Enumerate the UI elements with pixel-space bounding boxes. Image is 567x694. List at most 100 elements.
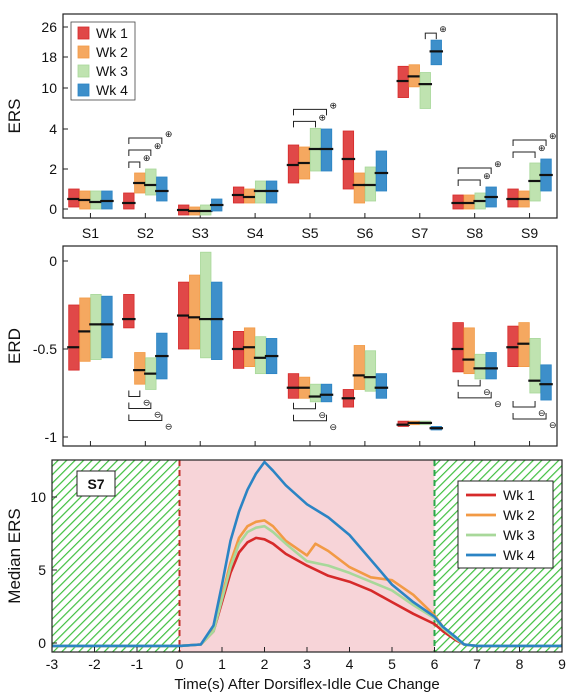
significance-marker: ⊖ — [319, 410, 327, 420]
plot-frame — [62, 245, 558, 447]
box-wk3-s1 — [90, 190, 102, 210]
significance-bracket — [128, 161, 141, 168]
significance-marker: ⊖ — [494, 399, 502, 409]
significance-bracket — [293, 402, 316, 410]
box-wk1-s8 — [452, 322, 464, 373]
significance-bracket — [512, 413, 547, 420]
legend-label: Wk 3 — [96, 63, 128, 79]
x-tick-label: 7 — [473, 656, 481, 672]
panel-label-box — [76, 470, 116, 497]
significance-marker: ⊕ — [483, 171, 491, 181]
x-tick-label: S2 — [137, 225, 154, 241]
legend-label: Wk 2 — [503, 507, 535, 523]
y-tick-label: 4 — [49, 121, 57, 137]
legend-label: Wk 3 — [503, 527, 535, 543]
y-axis-label: ERS — [5, 99, 24, 134]
significance-marker: ⊖ — [154, 409, 162, 419]
box-wk1-s2 — [123, 192, 135, 210]
panel-label: S7 — [87, 476, 104, 492]
box-wk3-s2 — [145, 168, 157, 196]
significance-marker: ⊕ — [154, 141, 162, 151]
significance-bracket — [457, 391, 492, 399]
x-tick-label: S7 — [411, 225, 428, 241]
box-wk4-s2 — [156, 176, 168, 202]
y-tick-label: -1 — [45, 429, 58, 445]
box-wk3-s4 — [254, 336, 267, 375]
box-wk2-s6 — [353, 345, 366, 390]
significance-marker: ⊕ — [549, 131, 557, 141]
significance-marker: ⊕ — [538, 143, 546, 153]
x-tick-label: S6 — [356, 225, 373, 241]
box-wk3-s6 — [364, 350, 377, 392]
significance-bracket — [424, 32, 437, 40]
significance-bracket — [457, 379, 481, 387]
y-tick-label: 2 — [49, 161, 57, 177]
significance-marker: ⊕ — [439, 24, 447, 34]
legend-swatch — [77, 45, 90, 59]
legend-label: Wk 4 — [96, 82, 128, 98]
significance-marker: ⊖ — [330, 422, 338, 432]
significance-bracket — [512, 401, 536, 408]
significance-marker: ⊕ — [330, 100, 338, 110]
y-tick-label: 26 — [41, 19, 57, 35]
x-tick-label: S3 — [192, 225, 209, 241]
box-wk4-s3 — [211, 281, 223, 360]
box-wk4-s9 — [540, 364, 552, 401]
y-tick-label: 18 — [41, 49, 57, 65]
y-tick-label: 0 — [38, 635, 46, 651]
x-tick-label: S8 — [466, 225, 483, 241]
box-wk2-s1 — [79, 297, 91, 362]
significance-bracket — [457, 179, 481, 186]
box-wk2-s8 — [463, 327, 475, 375]
x-tick-label: S9 — [521, 225, 538, 241]
box-wk3-s7 — [419, 72, 431, 109]
y-tick-label: -0.5 — [33, 341, 57, 357]
box-wk3-s8 — [474, 353, 486, 380]
x-tick-label: S4 — [247, 225, 264, 241]
x-tick-label: 0 — [176, 656, 184, 672]
significance-marker: ⊖ — [165, 421, 173, 431]
rest-region-before — [52, 460, 180, 652]
y-axis-label: ERD — [5, 328, 24, 364]
x-tick-label: 9 — [558, 656, 566, 672]
legend-swatch — [77, 64, 90, 78]
x-tick-label: 8 — [516, 656, 524, 672]
significance-bracket — [128, 414, 163, 421]
box-wk1-s2 — [123, 294, 135, 329]
significance-bracket — [128, 402, 152, 409]
box-wk4-s8 — [485, 352, 497, 380]
box-wk3-s5 — [309, 383, 322, 403]
legend-label: Wk 2 — [96, 44, 128, 60]
x-tick-label: -1 — [131, 656, 144, 672]
significance-bracket — [457, 167, 492, 174]
legend-label: Wk 1 — [96, 25, 128, 41]
x-tick-label: 4 — [346, 656, 354, 672]
y-tick-label: 10 — [41, 80, 57, 96]
y-tick-label: 0 — [49, 253, 57, 269]
box-wk2-s2 — [134, 352, 146, 385]
x-tick-label: 2 — [261, 656, 269, 672]
x-tick-label: S5 — [301, 225, 318, 241]
box-wk2-s6 — [353, 172, 366, 204]
significance-marker: ⊕ — [165, 129, 173, 139]
box-wk4-s6 — [375, 373, 388, 399]
legend-swatch — [77, 26, 90, 40]
series-line-wk4 — [52, 460, 562, 648]
box-wk4-s5 — [320, 383, 333, 403]
significance-bracket — [128, 390, 141, 397]
x-tick-label: S1 — [82, 225, 99, 241]
significance-bracket — [128, 137, 163, 144]
y-tick-label: 5 — [38, 562, 46, 578]
x-axis-label: Time(s) After Dorsiflex-Idle Cue Change — [174, 676, 439, 693]
x-tick-label: -3 — [46, 656, 59, 672]
significance-bracket — [512, 151, 536, 158]
x-tick-label: 3 — [303, 656, 311, 672]
significance-marker: ⊖ — [538, 408, 546, 418]
significance-bracket — [293, 414, 327, 422]
box-wk3-s1 — [90, 294, 102, 360]
box-wk4-s6 — [375, 150, 388, 192]
median-ers-line-panel: -3 -2 -1 0 1 2 3 4 5 6 7 8 9 0 5 10 Median ERS Time(s) Af… — [5, 459, 566, 693]
